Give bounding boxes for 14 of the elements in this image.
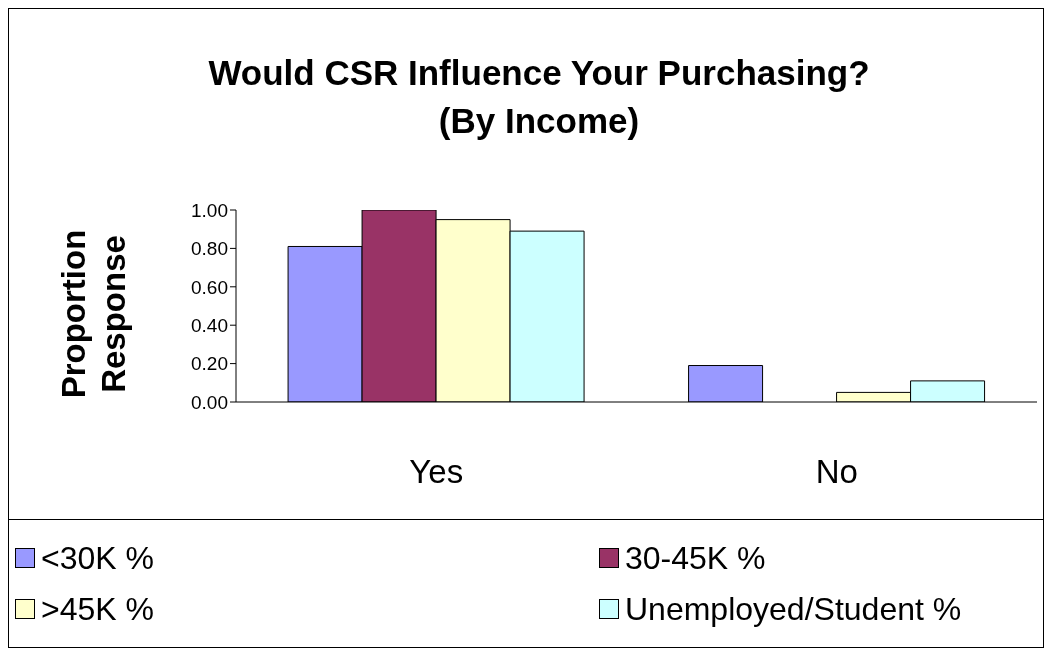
y-tick-label: 0.60 xyxy=(191,276,228,298)
y-tick-label: 0.40 xyxy=(191,314,228,336)
x-tick-label: Yes xyxy=(409,453,464,491)
legend-label: >45K % xyxy=(41,590,154,628)
y-axis-title: Proportion Response xyxy=(55,229,132,399)
x-tick-label: No xyxy=(815,453,858,491)
chart-title: Would CSR Influence Your Purchasing? (By Income) xyxy=(207,52,871,142)
legend-label: <30K % xyxy=(41,539,154,577)
y-tick-label: 0.00 xyxy=(191,391,228,413)
y-tick-label: 1.00 xyxy=(191,199,228,221)
legend-label: Unemployed/Student % xyxy=(625,590,962,628)
legend-label: 30-45K % xyxy=(625,539,766,577)
y-tick-label: 0.80 xyxy=(191,238,228,260)
y-tick-label: 0.20 xyxy=(191,353,228,375)
